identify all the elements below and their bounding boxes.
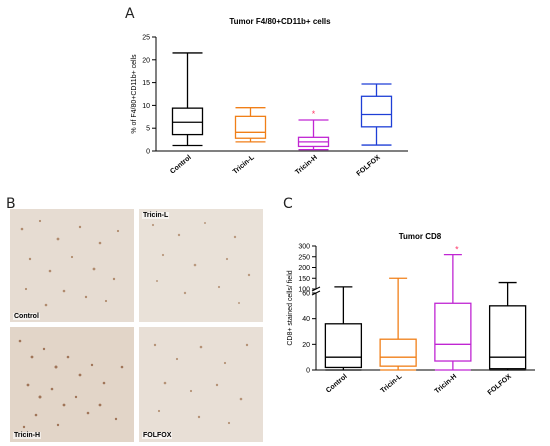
micrograph-tricin-l-image <box>139 209 263 322</box>
y-tick-label: 20 <box>302 342 310 349</box>
box <box>360 95 393 128</box>
micrograph-tricin-h-label: Tricin-H <box>13 432 42 439</box>
micrograph-grid: Control Tricin-L Tricin-H <box>10 209 265 442</box>
y-tick-label: 25 <box>142 35 150 42</box>
y-axis-label: % of F4/80+CD11b+ cells <box>131 54 138 134</box>
y-tick-label: 300 <box>298 244 310 251</box>
y-tick-label: 40 <box>302 316 310 323</box>
box <box>324 323 363 369</box>
y-axis-label: CD8+ stained cells/ field <box>287 270 294 345</box>
micrograph-tricin-l: Tricin-L <box>139 209 263 322</box>
micrograph-tricin-h: Tricin-H <box>10 327 134 442</box>
chart-c-title: Tumor CD8 <box>398 232 442 241</box>
y-tick-label: 0 <box>146 149 150 156</box>
y-tick-label: 10 <box>142 103 150 110</box>
significance-mark: * <box>312 109 316 119</box>
panel-a-letter: A <box>125 6 135 22</box>
x-tick-label: FOLFOX <box>487 373 513 397</box>
chart-a-title: Tumor F4/80+CD11b+ cells <box>229 17 331 26</box>
y-tick-label: 150 <box>298 276 310 283</box>
box <box>434 302 472 362</box>
y-tick-label: 15 <box>142 80 150 87</box>
y-tick-label: 5 <box>146 126 150 133</box>
y-tick-label: 60 <box>302 291 310 298</box>
significance-mark: * <box>455 245 459 255</box>
micrograph-tricin-h-image <box>10 327 134 442</box>
y-tick-label: 250 <box>298 254 310 261</box>
y-tick-label: 20 <box>142 57 150 64</box>
box <box>171 107 204 136</box>
y-tick-label: 0 <box>306 368 310 375</box>
y-tick-label: 200 <box>298 265 310 272</box>
micrograph-folfox-image <box>139 327 263 442</box>
box <box>488 305 527 370</box>
x-tick-label: Control <box>325 373 349 394</box>
micrograph-folfox: FOLFOX <box>139 327 263 442</box>
panel-c-letter: C <box>283 196 293 212</box>
micrograph-folfox-label: FOLFOX <box>142 432 173 439</box>
micrograph-control: Control <box>10 209 134 322</box>
panel-b-letter: B <box>6 196 16 212</box>
box <box>234 115 267 139</box>
micrograph-control-label: Control <box>13 313 40 320</box>
micrograph-control-image <box>10 209 134 322</box>
x-tick-label: Tricin-L <box>380 373 404 395</box>
x-tick-label: Tricin-H <box>434 373 458 395</box>
micrograph-tricin-l-label: Tricin-L <box>142 212 170 219</box>
box <box>379 338 417 367</box>
y-tick-label: 100 <box>298 287 310 294</box>
